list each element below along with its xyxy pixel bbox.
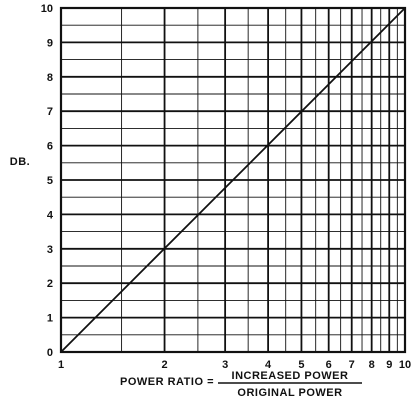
x-tick-label: 6 (326, 359, 332, 371)
y-tick-label: 7 (47, 106, 53, 118)
x-tick-label: 2 (161, 359, 167, 371)
y-tick-label: 2 (47, 278, 53, 290)
x-tick-label: 10 (399, 359, 411, 371)
x-axis-title-prefix: POWER RATIO = (120, 376, 214, 388)
series-line-0 (60, 7, 406, 353)
x-tick-label: 7 (349, 359, 355, 371)
y-tick-label: 10 (41, 3, 53, 15)
x-axis-title-denominator: ORIGINAL POWER (237, 387, 342, 399)
x-axis-title-numerator: INCREASED POWER (232, 370, 349, 382)
y-tick-label: 8 (47, 72, 53, 84)
plot-frame (59, 6, 407, 354)
y-axis-title: DB. (10, 156, 30, 168)
series-layer (60, 7, 406, 353)
y-tick-label: 3 (47, 244, 53, 256)
x-tick-label: 4 (265, 359, 272, 371)
y-tick-label: 4 (47, 209, 54, 221)
y-tick-label: 6 (47, 141, 53, 153)
x-tick-label: 1 (58, 359, 64, 371)
x-tick-label: 5 (298, 359, 304, 371)
y-tick-label: 5 (47, 175, 53, 187)
x-tick-label: 9 (386, 359, 392, 371)
y-tick-label: 9 (47, 37, 53, 49)
y-tick-label: 0 (47, 347, 53, 359)
y-tick-label: 1 (47, 313, 53, 325)
x-tick-label: 8 (369, 359, 375, 371)
x-tick-label: 3 (222, 359, 228, 371)
grid (59, 6, 407, 354)
